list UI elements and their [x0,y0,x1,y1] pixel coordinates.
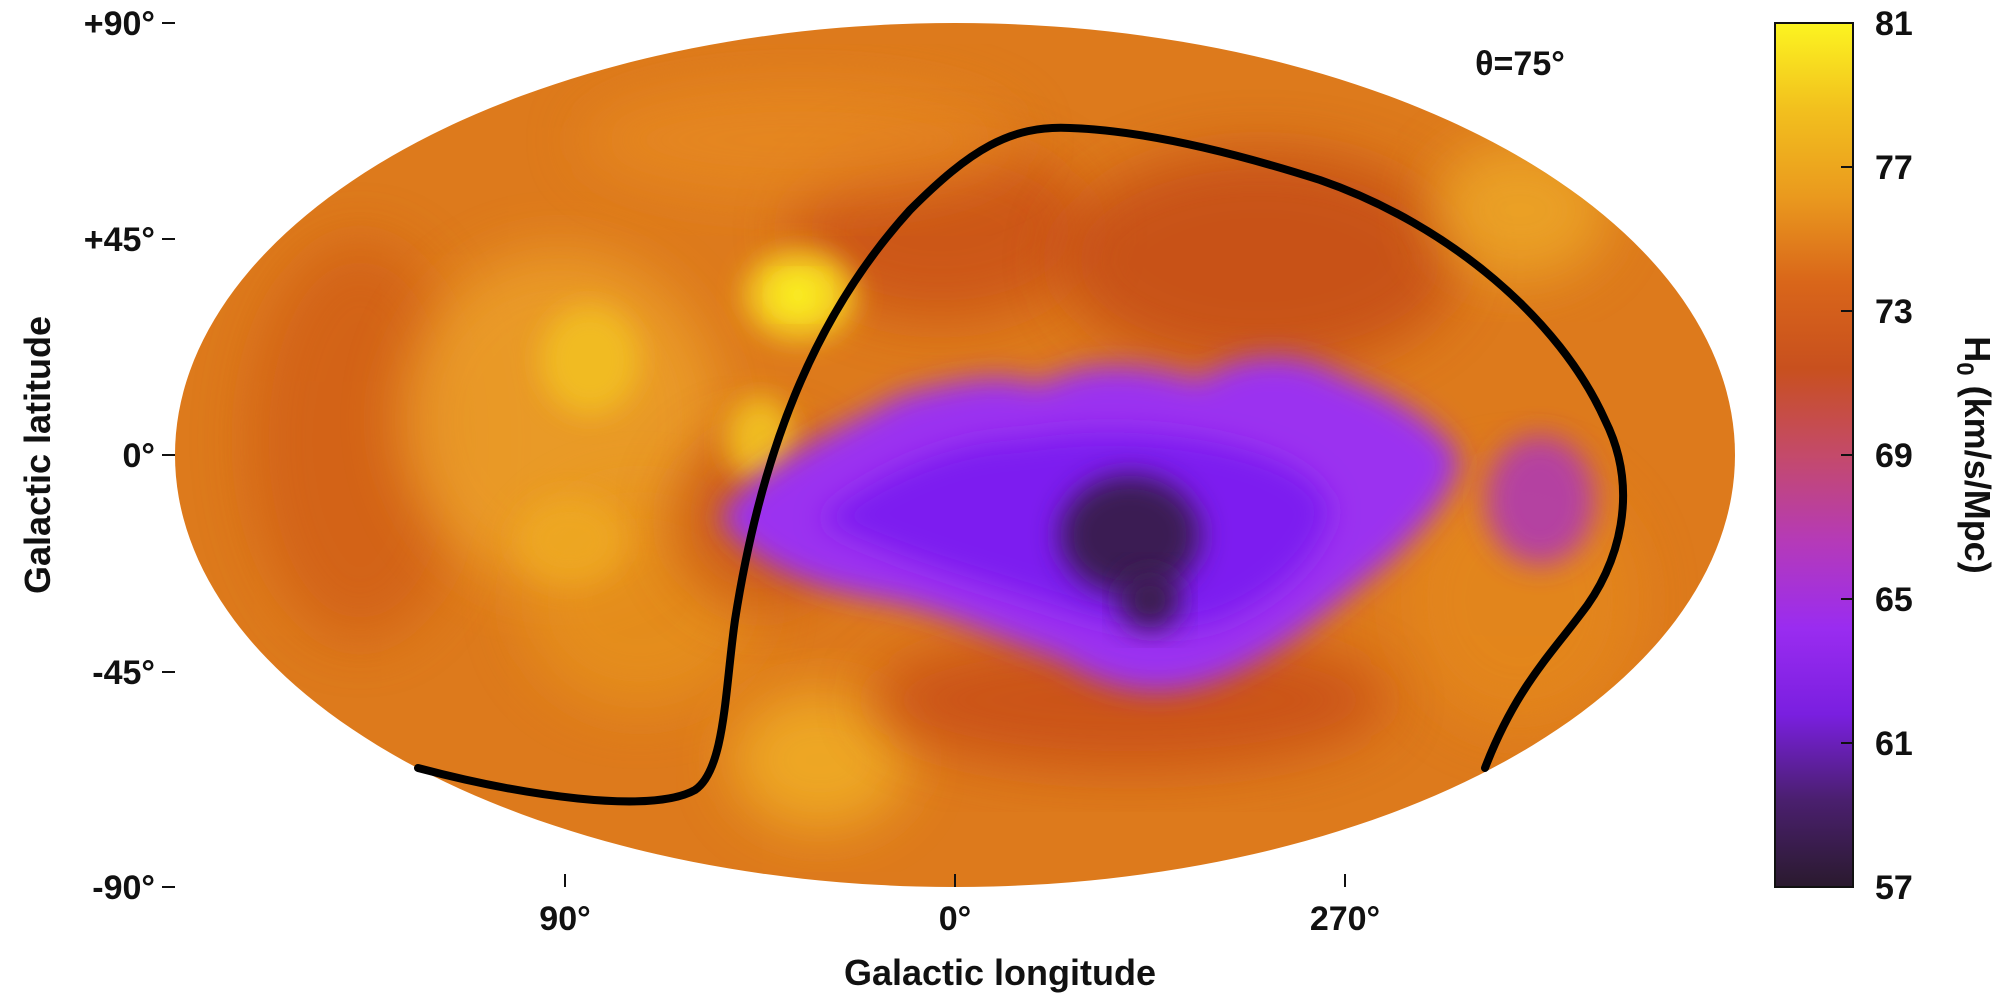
colorbar: 81 77 73 69 65 61 57 H0 (km/s/Mpc) [1774,5,1998,907]
colorbar-tick-label: 69 [1875,437,1913,475]
lat-tick-label: +45° [84,221,155,259]
lon-tick-label: 270° [1310,900,1380,938]
lat-tick-label: -45° [92,654,155,692]
colorbar-tick-label: 57 [1875,869,1913,907]
colorbar-tick-label: 77 [1875,149,1913,187]
lon-tick-label: 90° [539,900,590,938]
theta-annotation: θ=75° [1475,45,1565,83]
latitude-axis: +90° +45° 0° -45° -90° Galactic latitude [17,5,175,907]
theta-contour-curve [414,123,1627,806]
low-h0-region [720,356,1595,692]
colorbar-tick-label: 73 [1875,293,1913,331]
colorbar-tick-label: 65 [1875,581,1913,619]
lon-tick-label: 0° [939,900,972,938]
colorbar-label-rest: (km/s/Mpc) [1957,376,1998,574]
lat-tick-label: 0° [122,437,155,475]
sky-map-texture [250,80,1640,830]
colorbar-ticks: 81 77 73 69 65 61 57 [1841,5,1913,907]
lat-tick-label: -90° [92,869,155,907]
lat-tick-label: +90° [84,5,155,43]
colorbar-tick-label: 61 [1875,725,1913,763]
colorbar-tick-label: 81 [1875,5,1913,43]
colorbar-label-sub: 0 [1951,362,1978,375]
sky-map [175,23,1735,887]
x-axis-label: Galactic longitude [844,952,1156,993]
longitude-axis: 90° 0° 270° Galactic longitude [539,874,1380,993]
colorbar-label-main: H [1957,336,1998,362]
colorbar-label: H0 (km/s/Mpc) [1951,336,1998,573]
y-axis-label: Galactic latitude [17,316,58,594]
colorbar-gradient [1774,22,1854,888]
